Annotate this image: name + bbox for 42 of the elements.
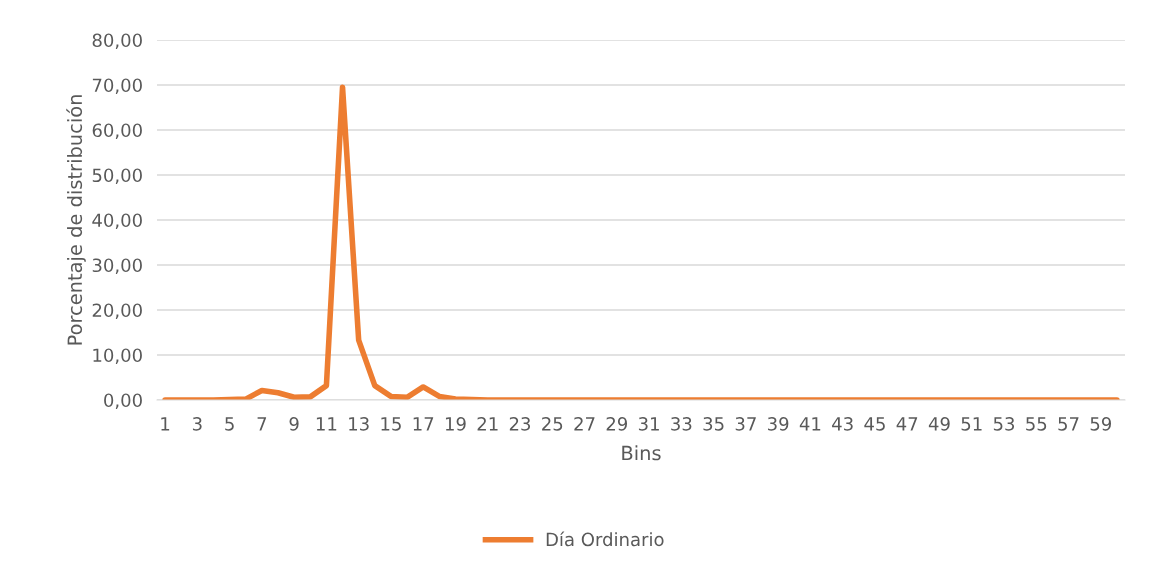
x-tick-label: 7 <box>257 417 267 431</box>
x-tick-label: 51 <box>961 417 982 431</box>
x-tick-label: 25 <box>542 416 563 431</box>
x-tick-label: 15 <box>381 417 401 431</box>
y-tick-label: 40,00 <box>92 213 142 229</box>
x-tick-label: 57 <box>1058 417 1079 431</box>
x-tick-label: 47 <box>896 417 918 431</box>
y-tick-label: 0,00 <box>104 393 142 409</box>
x-tick-label: 49 <box>928 416 950 431</box>
x-tick-label: 33 <box>671 416 692 431</box>
x-tick-label: 35 <box>703 416 724 431</box>
x-tick-label: 53 <box>993 416 1015 431</box>
y-tick-label: 80,00 <box>92 33 142 49</box>
x-tick-label: 39 <box>768 416 789 431</box>
x-tick-label: 19 <box>445 416 466 431</box>
x-tick-label: 37 <box>735 416 756 431</box>
x-tick-label: 3 <box>192 416 202 431</box>
x-tick-label: 55 <box>1026 417 1047 431</box>
x-tick-label: 21 <box>477 416 498 431</box>
y-tick-label: 30,00 <box>92 258 142 274</box>
x-tick-label: 9 <box>289 416 299 431</box>
y-tick-label: 70,00 <box>92 78 142 94</box>
x-tick-label: 11 <box>316 417 337 431</box>
x-tick-label: 23 <box>509 416 531 431</box>
y-tick-label: 60,00 <box>92 123 142 139</box>
x-tick-label: 13 <box>349 416 369 431</box>
x-tick-label: 29 <box>606 416 628 431</box>
x-axis-title: Bins <box>622 445 661 461</box>
x-tick-label: 5 <box>225 417 234 431</box>
x-tick-label: 59 <box>1090 416 1112 431</box>
x-tick-label: 45 <box>864 417 885 431</box>
legend-label: Día Ordinario <box>546 531 664 547</box>
x-tick-label: 27 <box>574 416 595 431</box>
x-tick-label: 1 <box>161 417 170 431</box>
x-tick-label: 41 <box>799 417 821 431</box>
x-tick-label: 43 <box>832 416 853 431</box>
x-tick-label: 17 <box>413 417 434 431</box>
x-tick-label: 31 <box>638 416 659 431</box>
y-axis-title: Porcentaje de distribución <box>66 95 86 345</box>
y-tick-label: 10,00 <box>93 348 142 364</box>
y-tick-label: 20,00 <box>92 303 142 319</box>
y-tick-label: 50,00 <box>92 168 142 184</box>
